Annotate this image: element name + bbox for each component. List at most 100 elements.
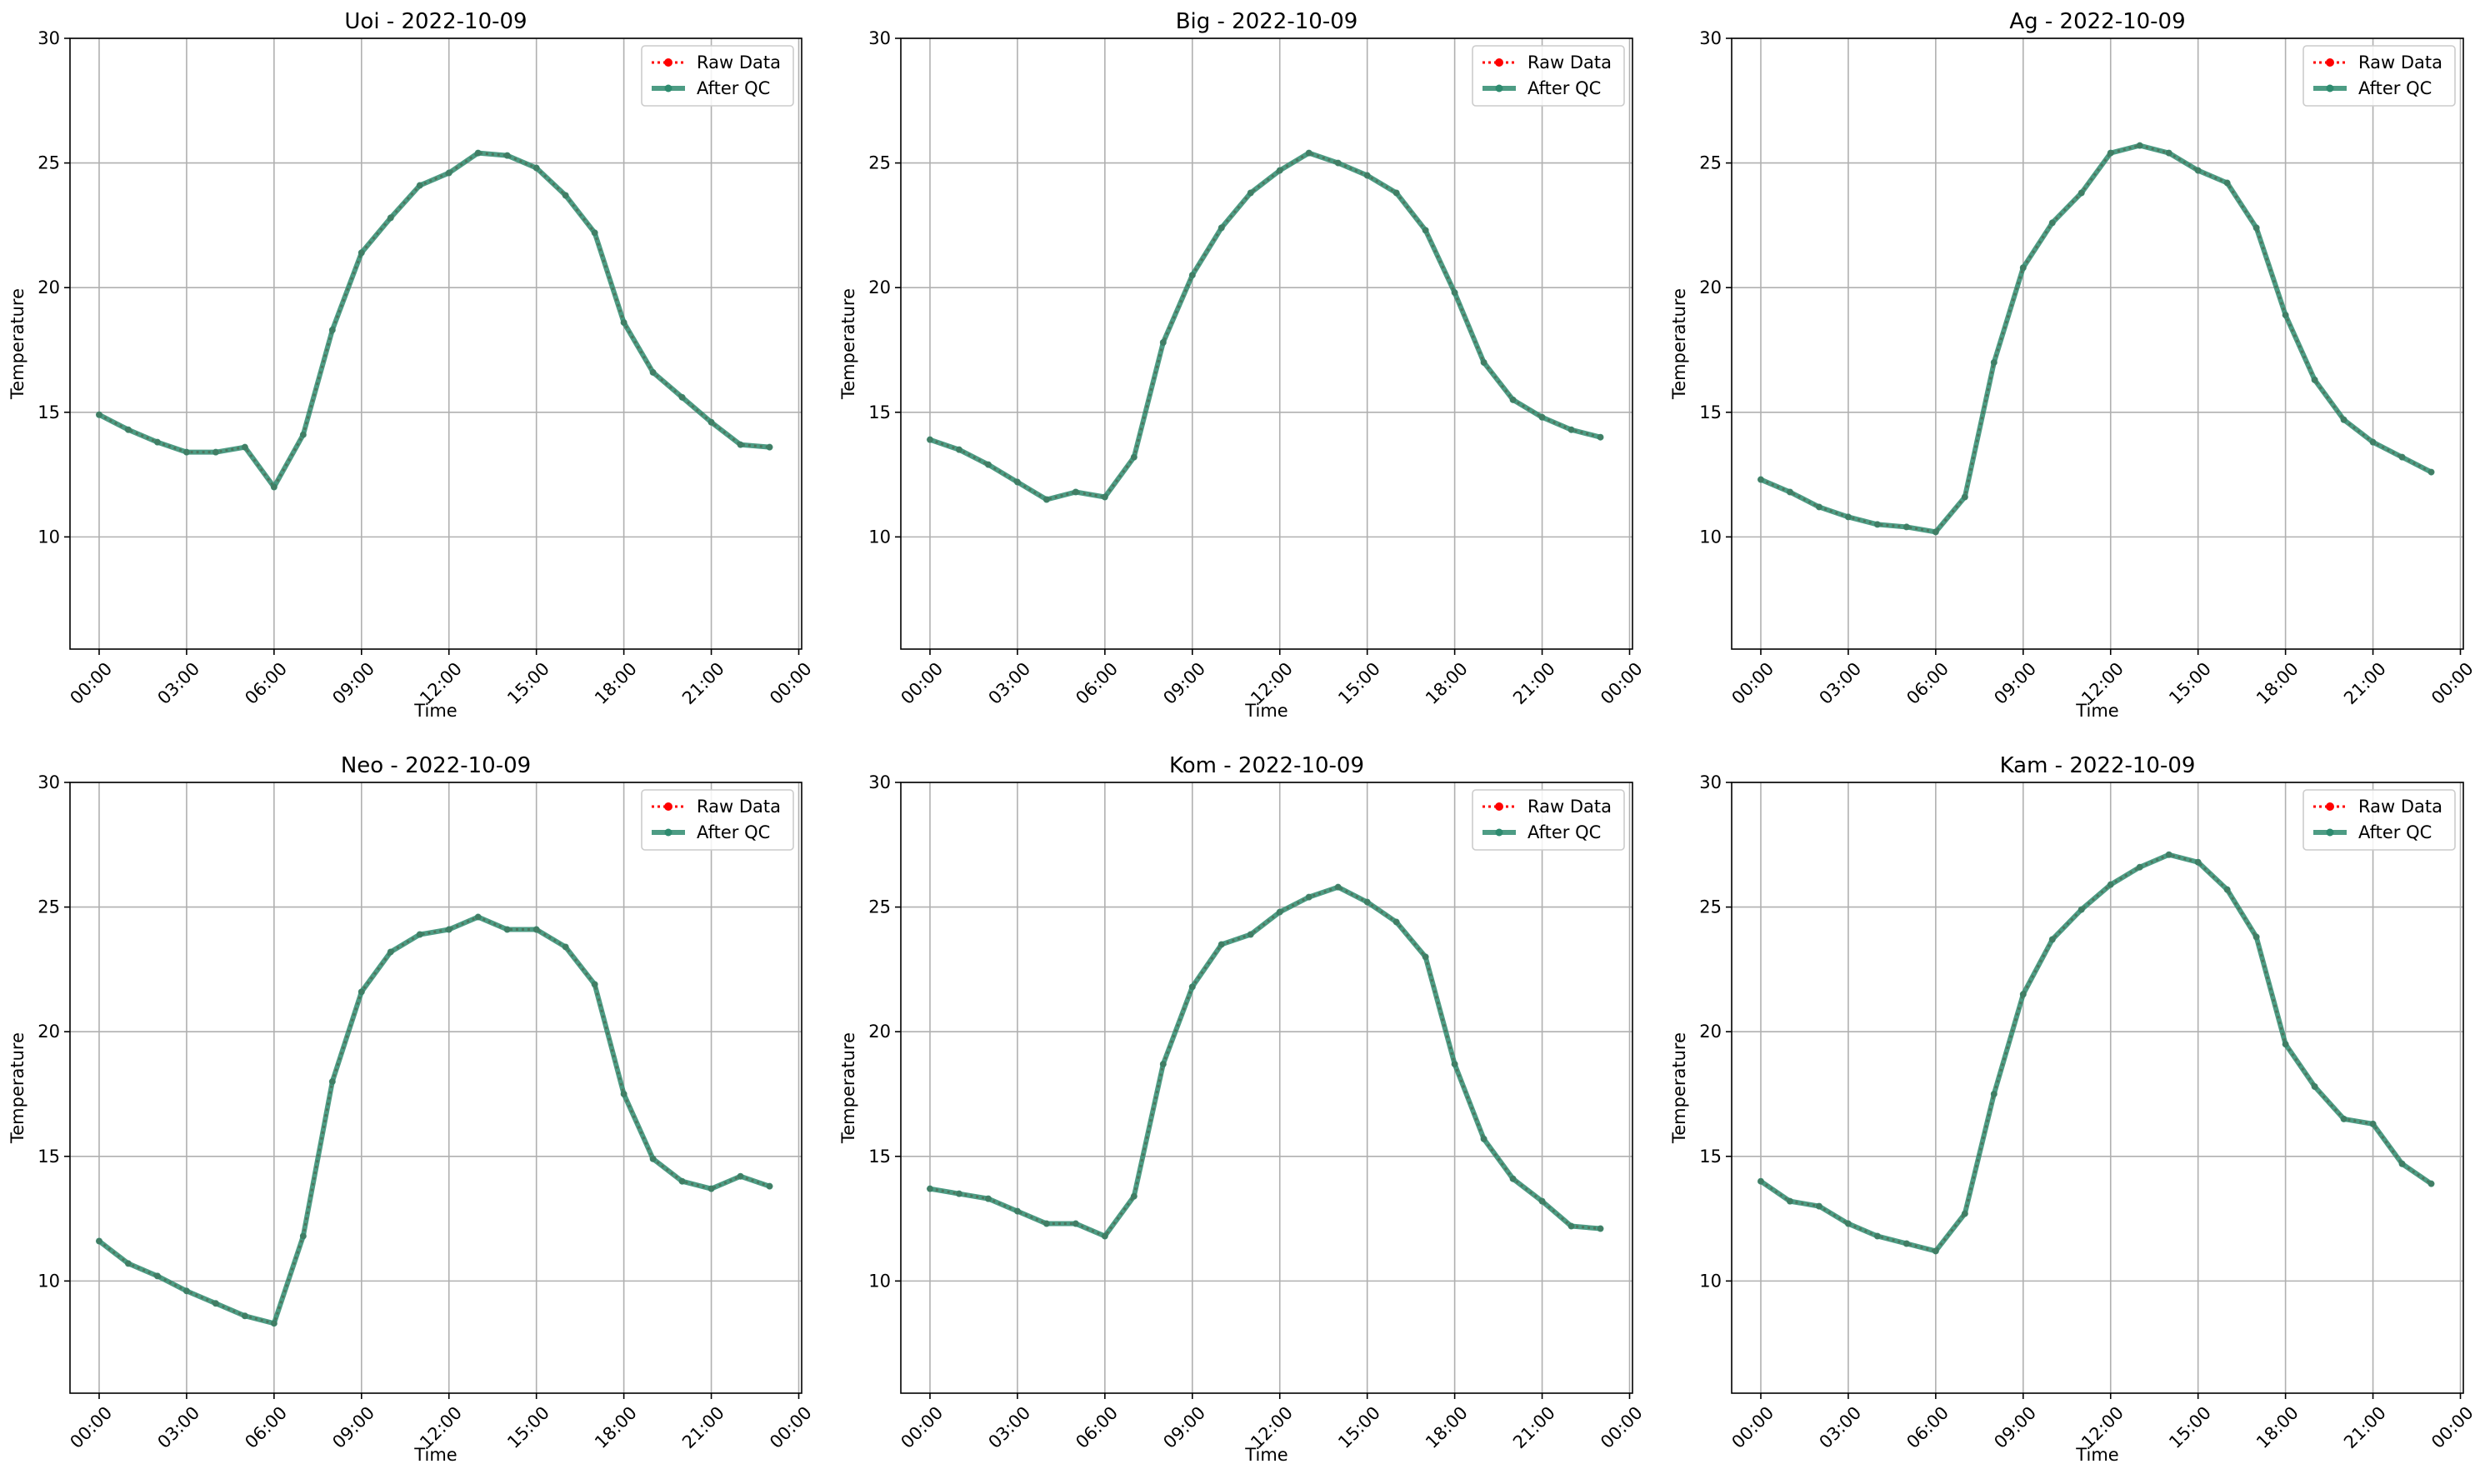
series-point-after-qc bbox=[1815, 503, 1822, 511]
series-point-after-qc bbox=[562, 192, 569, 199]
x-tick-label: 18:00 bbox=[591, 1402, 641, 1452]
legend-marker-after-qc bbox=[2326, 828, 2334, 837]
x-tick-label: 00:00 bbox=[766, 1402, 816, 1452]
legend: Raw Data After QC bbox=[1472, 45, 1625, 107]
x-tick-label: 21:00 bbox=[1509, 1402, 1559, 1452]
x-tick-label: 06:00 bbox=[241, 658, 291, 708]
y-tick-label: 30 bbox=[38, 28, 60, 48]
y-tick-label: 25 bbox=[868, 897, 891, 917]
x-tick-label: 09:00 bbox=[1990, 658, 2040, 708]
series-point-after-qc bbox=[1159, 1061, 1167, 1068]
series-point-after-qc bbox=[678, 393, 686, 401]
series-point-after-qc bbox=[95, 1237, 102, 1245]
series-point-after-qc bbox=[2194, 858, 2202, 866]
y-tick-label: 20 bbox=[38, 277, 60, 297]
x-tick-label: 21:00 bbox=[1509, 658, 1559, 708]
series-point-after-qc bbox=[95, 411, 102, 418]
series-point-after-qc bbox=[2311, 1083, 2318, 1091]
y-axis-label: Temperature bbox=[8, 288, 28, 400]
series-point-after-qc bbox=[1844, 1220, 1852, 1227]
legend-marker-after-qc bbox=[664, 828, 672, 837]
y-tick-label: 30 bbox=[868, 772, 891, 792]
series-point-after-qc bbox=[984, 1195, 992, 1202]
series-point-after-qc bbox=[2107, 149, 2114, 157]
series-point-after-qc bbox=[1902, 523, 1910, 531]
series-point-after-qc bbox=[1042, 1220, 1050, 1227]
axes-frame bbox=[69, 782, 802, 1394]
legend-marker-raw-data bbox=[1495, 58, 1503, 67]
series-point-after-qc bbox=[2282, 1041, 2289, 1048]
y-tick-label: 15 bbox=[868, 1147, 891, 1167]
series-point-after-qc bbox=[416, 931, 423, 938]
series-point-after-qc bbox=[1247, 189, 1254, 197]
x-tick-label: 18:00 bbox=[2252, 1402, 2302, 1452]
series-point-after-qc bbox=[649, 1155, 657, 1162]
y-tick-label: 10 bbox=[868, 527, 891, 547]
series-point-after-qc bbox=[1159, 339, 1167, 347]
series-point-after-qc bbox=[2252, 224, 2260, 232]
y-tick-label: 15 bbox=[1699, 1147, 1722, 1167]
series-point-after-qc bbox=[2107, 881, 2114, 888]
x-tick-label: 15:00 bbox=[503, 1402, 553, 1452]
series-point-after-qc bbox=[1188, 272, 1196, 279]
x-tick-label: 15:00 bbox=[2165, 1402, 2215, 1452]
x-tick-label: 06:00 bbox=[1072, 1402, 1122, 1452]
x-tick-label: 15:00 bbox=[1334, 658, 1384, 708]
series-point-after-qc bbox=[1990, 358, 1998, 366]
y-tick-label: 25 bbox=[868, 153, 891, 173]
series-point-after-qc bbox=[1305, 893, 1312, 901]
x-tick-label: 15:00 bbox=[503, 658, 553, 708]
series-point-after-qc bbox=[2340, 1115, 2348, 1122]
series-point-after-qc bbox=[1042, 496, 1050, 503]
axes-frame bbox=[1731, 37, 2464, 650]
axes-frame bbox=[900, 37, 1633, 650]
legend-marker-after-qc bbox=[1495, 828, 1503, 837]
chart-title: Ag - 2022-10-09 bbox=[2009, 9, 2185, 34]
series-point-after-qc bbox=[212, 448, 219, 456]
series-point-after-qc bbox=[358, 249, 365, 257]
series-point-after-qc bbox=[2311, 376, 2318, 383]
series-point-after-qc bbox=[182, 448, 190, 456]
legend-marker-after-qc bbox=[664, 84, 672, 92]
chart-title: Kam - 2022-10-09 bbox=[2000, 753, 2196, 778]
x-tick-label: 03:00 bbox=[1815, 658, 1865, 708]
series-point-after-qc bbox=[212, 1300, 219, 1307]
series-point-after-qc bbox=[620, 319, 628, 327]
axes-frame bbox=[69, 37, 802, 650]
series-point-after-qc bbox=[2398, 453, 2406, 461]
x-tick-label: 18:00 bbox=[1422, 658, 1472, 708]
x-tick-label: 21:00 bbox=[678, 1402, 728, 1452]
y-tick-label: 25 bbox=[1699, 897, 1722, 917]
y-tick-label: 25 bbox=[38, 897, 60, 917]
chart-title: Uoi - 2022-10-09 bbox=[344, 9, 527, 34]
series-point-after-qc bbox=[1130, 453, 1138, 461]
series-point-after-qc bbox=[1815, 1202, 1822, 1210]
y-tick-label: 30 bbox=[1699, 772, 1722, 792]
series-line-after-qc bbox=[929, 884, 1601, 1239]
series-point-after-qc bbox=[299, 1232, 307, 1240]
series-point-after-qc bbox=[182, 1287, 190, 1295]
y-tick-label: 30 bbox=[38, 772, 60, 792]
legend-label: Raw Data bbox=[2358, 52, 2442, 72]
legend: Raw Data After QC bbox=[2302, 45, 2456, 107]
legend-marker-raw-data bbox=[1495, 802, 1503, 811]
chart-title: Big - 2022-10-09 bbox=[1176, 9, 1358, 34]
y-tick-label: 20 bbox=[38, 1022, 60, 1042]
series-point-after-qc bbox=[1218, 224, 1225, 232]
series-point-after-qc bbox=[1422, 953, 1429, 961]
x-tick-label: 00:00 bbox=[2428, 658, 2478, 708]
series-point-after-qc bbox=[1961, 493, 1968, 501]
x-tick-label: 00:00 bbox=[66, 1402, 116, 1452]
x-tick-label: 00:00 bbox=[1728, 658, 1778, 708]
series-point-after-qc bbox=[1990, 1090, 1998, 1097]
series-point-after-qc bbox=[1013, 1207, 1021, 1215]
series-point-after-qc bbox=[2019, 991, 2027, 998]
x-axis-label: Time bbox=[413, 701, 457, 721]
series-point-after-qc bbox=[387, 214, 394, 222]
y-tick-label: 15 bbox=[1699, 402, 1722, 422]
series-line-raw-data bbox=[98, 152, 770, 490]
axes-frame bbox=[900, 782, 1633, 1394]
series-point-after-qc bbox=[532, 926, 540, 933]
